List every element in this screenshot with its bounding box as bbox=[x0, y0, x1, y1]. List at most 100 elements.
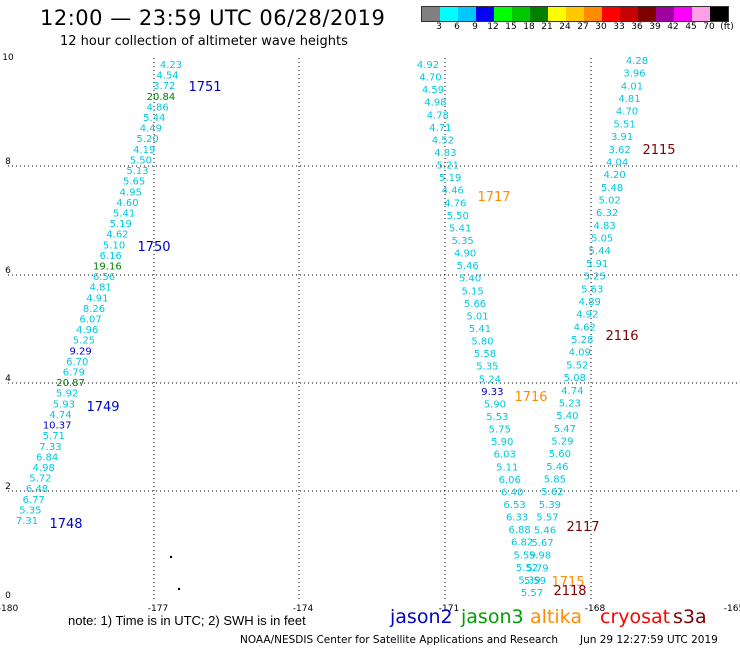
wave-height-label: 4.62 bbox=[574, 322, 596, 333]
wave-height-label: 5.57 bbox=[536, 513, 558, 524]
pass-time-label: 1715 bbox=[551, 575, 584, 590]
color-swatch bbox=[674, 7, 692, 21]
wave-height-label: 4.09 bbox=[569, 348, 591, 359]
wave-height-label: 5.21 bbox=[437, 161, 459, 172]
wave-height-label: 4.86 bbox=[146, 102, 168, 113]
wave-height-label: 9.29 bbox=[69, 346, 91, 357]
y-tick-label: 8 bbox=[5, 157, 11, 167]
wave-height-label: 5.71 bbox=[43, 431, 65, 442]
wave-height-label: 4.74 bbox=[561, 386, 583, 397]
wave-height-label: 4.96 bbox=[76, 325, 98, 336]
wave-height-label: 4.89 bbox=[579, 297, 601, 308]
wave-height-label: 6.84 bbox=[36, 452, 58, 463]
color-scale-label: 42 bbox=[667, 22, 679, 32]
color-swatch bbox=[458, 7, 476, 21]
wave-height-label: 5.35 bbox=[19, 505, 41, 516]
wave-height-label: 5.50 bbox=[130, 155, 152, 166]
color-scale-label: (ft) bbox=[720, 22, 734, 32]
color-scale-label: 36 bbox=[631, 22, 643, 32]
wave-height-label: 5.79 bbox=[526, 563, 548, 574]
wave-height-label: 5.91 bbox=[586, 259, 608, 270]
color-swatch bbox=[692, 7, 710, 21]
wave-height-label: 6.53 bbox=[504, 500, 526, 511]
color-scale-label: 6 bbox=[454, 22, 460, 32]
wave-height-label: 5.01 bbox=[466, 311, 488, 322]
color-swatch bbox=[710, 7, 728, 21]
wave-height-label: 8.26 bbox=[83, 304, 105, 315]
wave-height-label: 6.56 bbox=[93, 272, 115, 283]
wave-height-label: 5.05 bbox=[591, 234, 613, 245]
satellite-legend-jason3: jason3 bbox=[461, 606, 524, 628]
wave-height-label: 5.67 bbox=[531, 538, 553, 549]
wave-height-label: 5.52 bbox=[566, 360, 588, 371]
y-tick-label: 2 bbox=[5, 482, 11, 492]
wave-height-label: 5.80 bbox=[471, 337, 493, 348]
wave-height-label: 4.95 bbox=[120, 187, 142, 198]
color-scale-bar bbox=[421, 6, 729, 22]
wave-height-label: 5.62 bbox=[541, 487, 563, 498]
wave-height-label: 5.46 bbox=[534, 525, 556, 536]
wave-height-label: 6.70 bbox=[66, 357, 88, 368]
wave-height-label: 5.47 bbox=[554, 424, 576, 435]
pass-time-label: 1751 bbox=[188, 80, 221, 95]
color-swatch bbox=[566, 7, 584, 21]
wave-height-label: 4.70 bbox=[419, 73, 441, 84]
x-tick-label: -171 bbox=[439, 604, 459, 614]
footnote: note: 1) Time is in UTC; 2) SWH is in fe… bbox=[68, 613, 306, 628]
color-scale-label: 21 bbox=[541, 22, 553, 32]
wave-height-label: 5.35 bbox=[452, 236, 474, 247]
wave-height-label: 5.19 bbox=[439, 173, 461, 184]
wave-height-label: 4.01 bbox=[621, 81, 643, 92]
color-scale-label: 39 bbox=[649, 22, 661, 32]
y-tick-label: 0 bbox=[5, 591, 11, 601]
wave-height-label: 6.06 bbox=[499, 475, 521, 486]
color-swatch bbox=[476, 7, 494, 21]
wave-height-label: 4.92 bbox=[417, 60, 439, 71]
generated-timestamp: Jun 29 12:27:59 UTC 2019 bbox=[580, 634, 718, 646]
wave-height-label: 5.29 bbox=[551, 436, 573, 447]
wave-height-label: 5.50 bbox=[447, 211, 469, 222]
wave-height-label: 4.54 bbox=[157, 71, 179, 82]
wave-height-label: 5.65 bbox=[123, 177, 145, 188]
credit-text: NOAA/NESDIS Center for Satellite Applica… bbox=[240, 634, 558, 646]
wave-height-label: 5.46 bbox=[456, 261, 478, 272]
wave-height-label: 5.53 bbox=[486, 412, 508, 423]
pass-time-label: 1750 bbox=[137, 240, 170, 255]
color-swatch bbox=[422, 7, 440, 21]
color-swatch bbox=[620, 7, 638, 21]
wave-height-label: 5.10 bbox=[103, 240, 125, 251]
wave-height-label: 5.59 bbox=[524, 576, 546, 587]
wave-height-label: 5.25 bbox=[584, 272, 606, 283]
color-scale-label: 3 bbox=[436, 22, 442, 32]
wave-height-label: 5.98 bbox=[529, 551, 551, 562]
wave-height-label: 5.15 bbox=[461, 286, 483, 297]
wave-height-label: 20.87 bbox=[56, 378, 85, 389]
wave-height-label: 20.84 bbox=[147, 92, 176, 103]
wave-height-label: 5.60 bbox=[549, 449, 571, 460]
wave-height-label: 6.33 bbox=[506, 513, 528, 524]
wave-height-label: 5.51 bbox=[613, 119, 635, 130]
data-point-marker bbox=[177, 587, 181, 591]
wave-height-label: 3.96 bbox=[623, 69, 645, 80]
wave-height-label: 4.28 bbox=[626, 56, 648, 67]
wave-height-label: 6.40 bbox=[501, 487, 523, 498]
wave-height-label: 4.52 bbox=[432, 135, 454, 146]
wave-height-label: 4.71 bbox=[429, 123, 451, 134]
wave-height-label: 5.23 bbox=[559, 398, 581, 409]
satellite-legend-s3a: s3a bbox=[673, 606, 707, 628]
wave-height-label: 4.23 bbox=[160, 60, 182, 71]
wave-height-label: 4.04 bbox=[606, 157, 628, 168]
wave-height-label: 5.93 bbox=[53, 399, 75, 410]
wave-height-label: 4.92 bbox=[576, 310, 598, 321]
wave-height-label: 5.19 bbox=[110, 219, 132, 230]
color-swatch bbox=[494, 7, 512, 21]
x-tick-label: -177 bbox=[148, 604, 168, 614]
pass-time-label: 1748 bbox=[49, 517, 82, 532]
wave-height-label: 4.49 bbox=[140, 124, 162, 135]
satellite-legend-jason2: jason2 bbox=[390, 606, 453, 628]
wave-height-label: 5.44 bbox=[143, 113, 165, 124]
wave-height-label: 5.40 bbox=[556, 411, 578, 422]
wave-height-label: 6.03 bbox=[494, 450, 516, 461]
wave-height-label: 6.07 bbox=[79, 315, 101, 326]
x-tick-label: -168 bbox=[585, 604, 606, 614]
